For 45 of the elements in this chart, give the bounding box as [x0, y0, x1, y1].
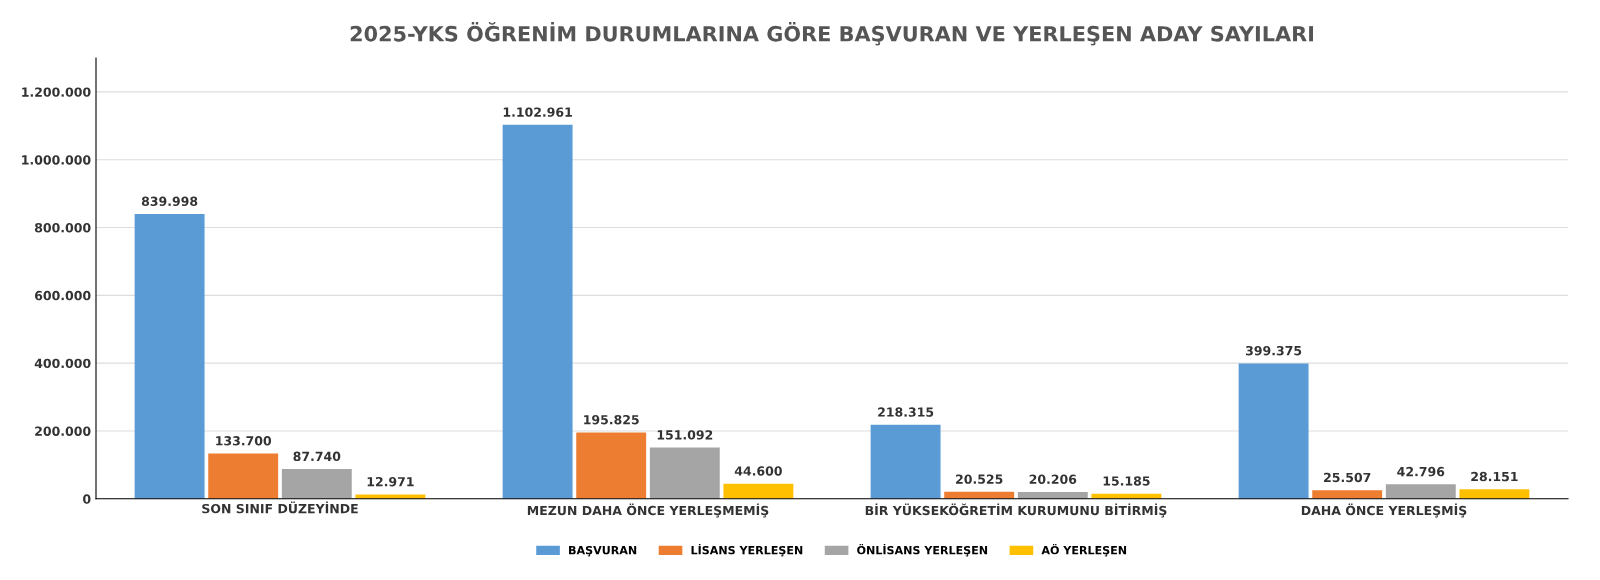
- y-tick-label: 200.000: [35, 426, 91, 436]
- legend-label: AÖ YERLEŞEN: [1041, 543, 1127, 557]
- legend-label: ÖNLİSANS YERLEŞEN: [857, 543, 988, 557]
- bar: [355, 494, 426, 499]
- bar: [870, 424, 941, 499]
- bar: [1385, 484, 1456, 499]
- bar: [576, 432, 647, 499]
- data-label: 44.600: [734, 466, 782, 476]
- bar: [1238, 363, 1309, 499]
- data-label: 151.092: [657, 430, 713, 440]
- bar: [723, 483, 794, 499]
- bar: [1312, 490, 1383, 499]
- bar: [134, 213, 205, 499]
- bar: [502, 124, 573, 499]
- bar: [649, 447, 720, 499]
- y-tick-label: 0: [83, 494, 91, 504]
- data-label: 12.971: [367, 476, 414, 487]
- data-label: 195.825: [584, 414, 639, 425]
- x-tick-label: BİR YÜKSEKÖĞRETİM KURUMUNU BİTİRMİŞ: [865, 503, 1167, 518]
- data-label: 25.507: [1324, 472, 1371, 483]
- x-tick-label: SON SINIF DÜZEYİNDE: [202, 501, 358, 514]
- data-label: 15.185: [1103, 476, 1150, 486]
- y-tick-label: 1.200.000: [22, 87, 91, 97]
- data-label: 20.206: [1029, 474, 1077, 484]
- data-label: 1.102.961: [503, 107, 572, 117]
- bar: [281, 469, 352, 499]
- data-label: 133.700: [216, 436, 272, 446]
- y-tick-label: 1.000.000: [22, 155, 91, 165]
- data-label: 87.740: [293, 451, 341, 462]
- x-tick-label: DAHA ÖNCE YERLEŞMİŞ: [1301, 503, 1467, 518]
- y-tick-label: 400.000: [34, 358, 91, 369]
- y-tick-label: 600.000: [34, 290, 91, 301]
- data-label: 42.796: [1397, 466, 1445, 477]
- data-label: 399.375: [1245, 345, 1302, 356]
- data-label: 28.151: [1471, 471, 1518, 482]
- chart-title: 2025-YKS ÖĞRENİM DURUMLARINA GÖRE BAŞVURAN VE YERLEŞEN ADAY SAYILARI: [350, 22, 1314, 46]
- legend-label: LİSANS YERLEŞEN: [691, 543, 803, 557]
- bar: [208, 453, 279, 499]
- data-label: 20.525: [956, 474, 1003, 484]
- data-label: 839.998: [141, 196, 198, 206]
- data-label: 218.315: [878, 407, 934, 417]
- bar: [1459, 489, 1530, 499]
- legend-label: BAŞVURAN: [569, 545, 637, 557]
- x-tick-label: MEZUN DAHA ÖNCE YERLEŞMEMİŞ: [527, 503, 769, 518]
- y-tick-label: 800.000: [34, 223, 91, 233]
